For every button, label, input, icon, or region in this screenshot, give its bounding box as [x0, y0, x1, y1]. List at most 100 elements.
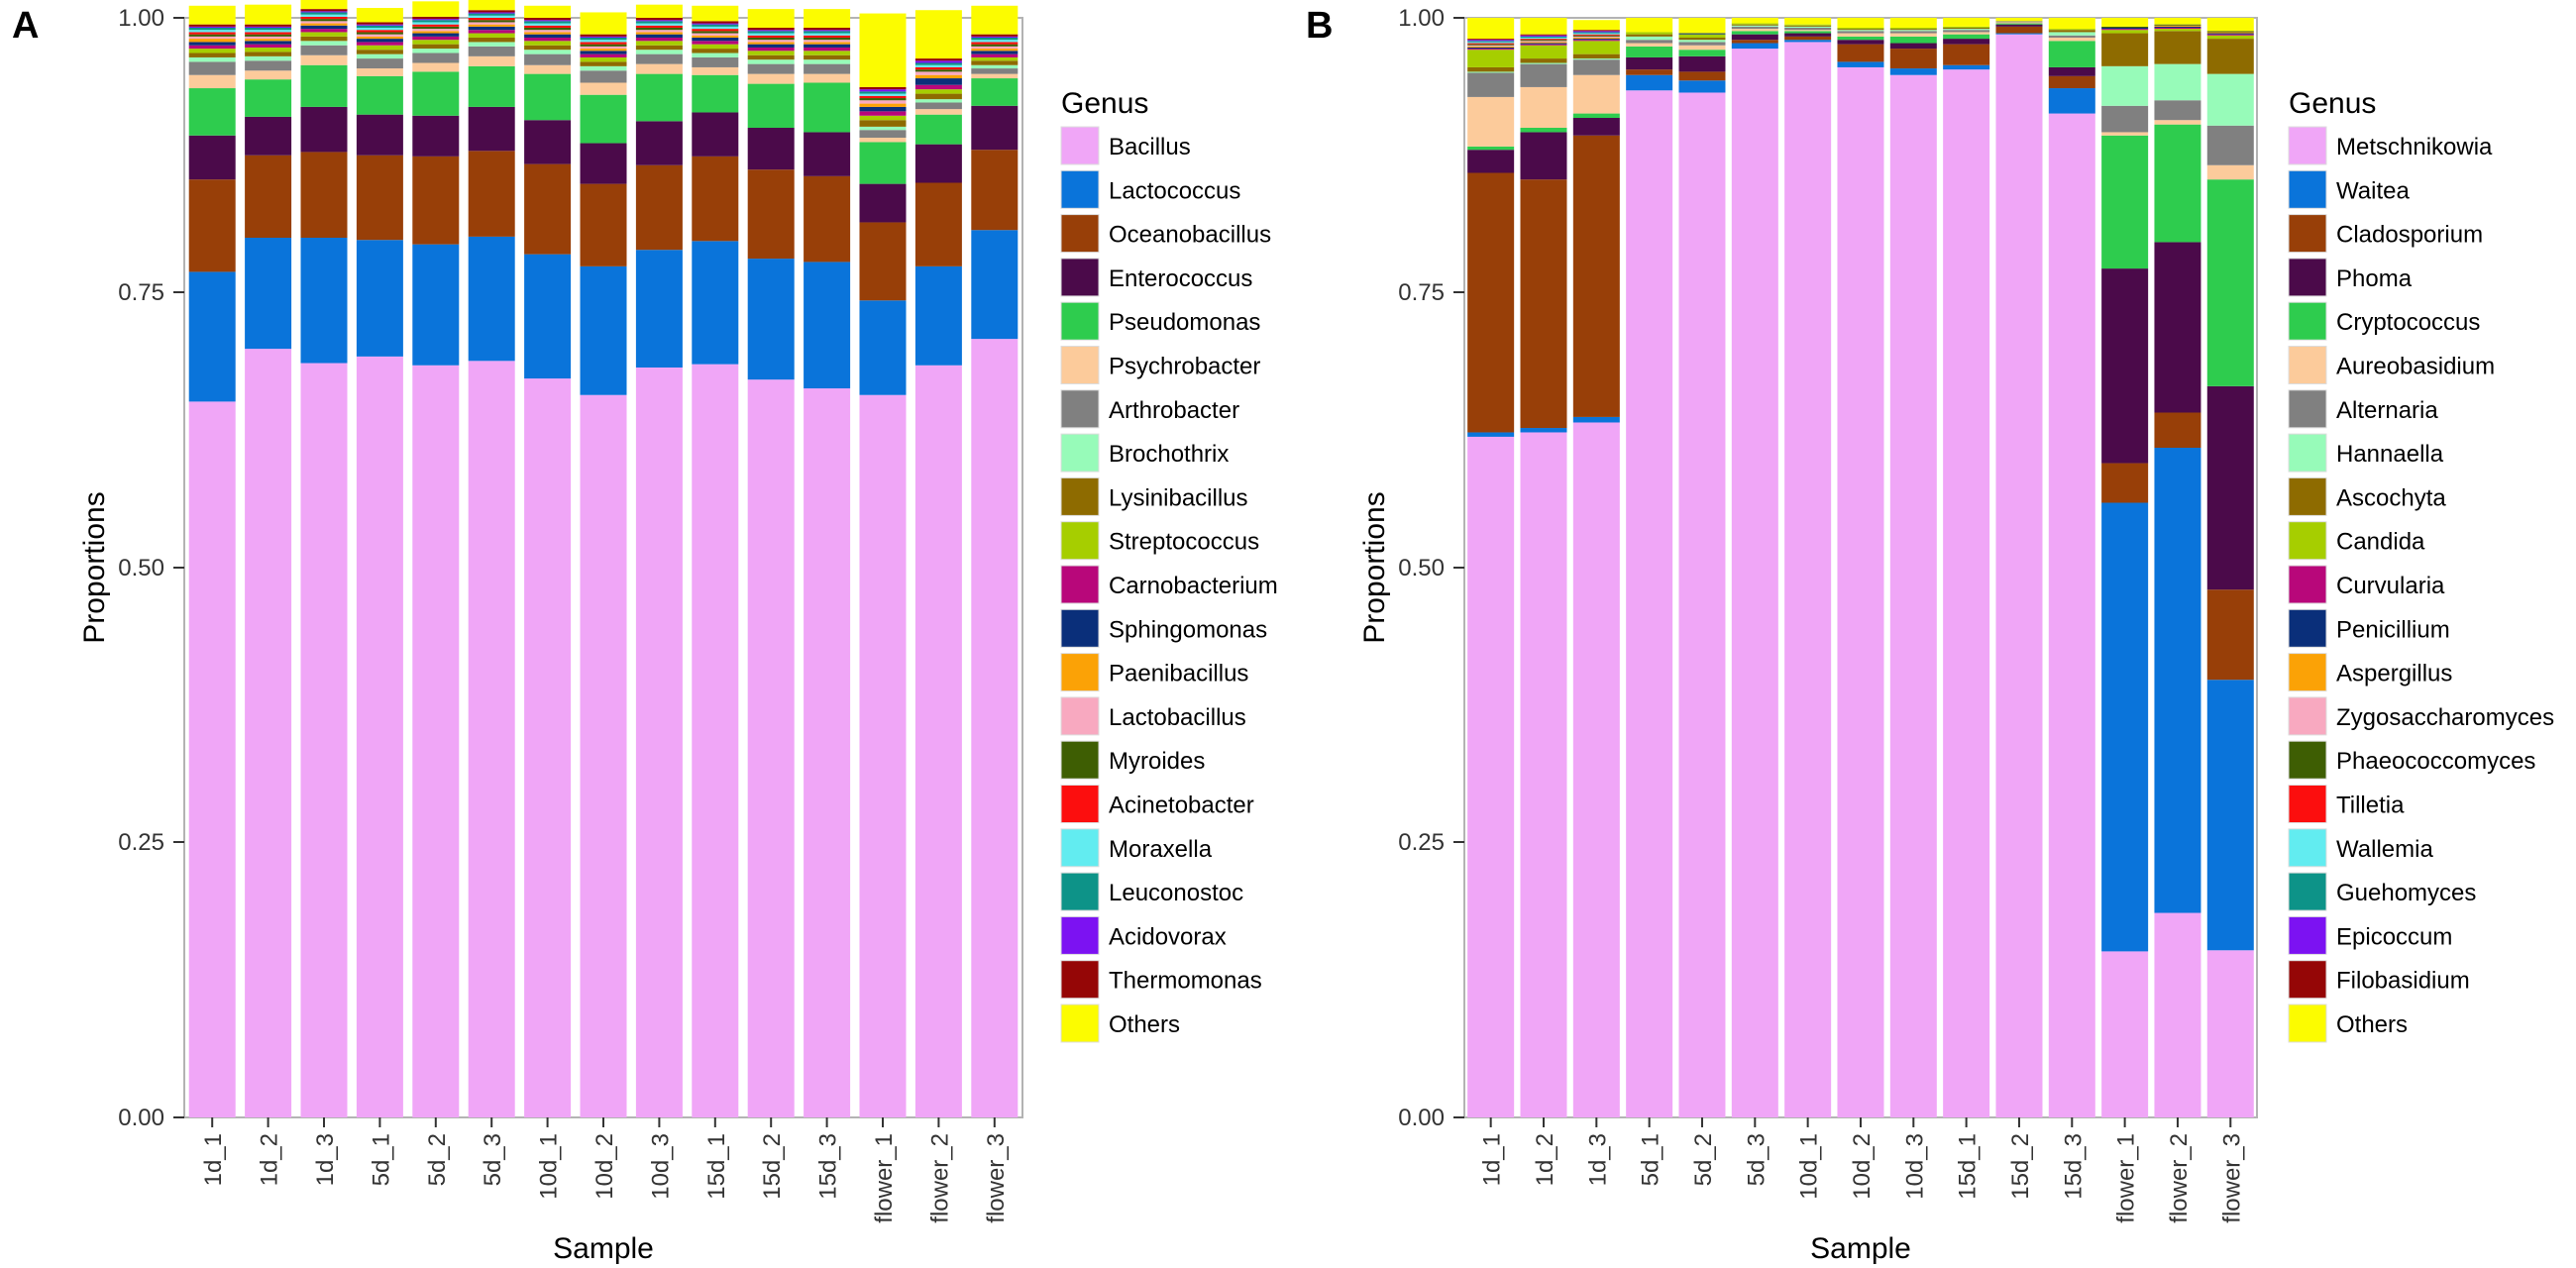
bar-segment [2154, 26, 2201, 28]
bar-segment [804, 44, 851, 48]
bar-segment [1626, 90, 1673, 1117]
bar-segment [300, 11, 348, 13]
bar-segment [356, 75, 403, 115]
legend-swatch [1060, 915, 1100, 955]
bar-segment [2206, 39, 2254, 74]
bar-segment [356, 42, 403, 46]
legend-label: Streptococcus [1109, 529, 1259, 556]
bar-segment [2154, 912, 2201, 1117]
bar-segment [971, 339, 1019, 1117]
bar-segment [1995, 33, 2043, 35]
legend-swatch [2288, 740, 2327, 780]
bar-segment [2048, 88, 2095, 114]
bar-segment [692, 33, 739, 36]
bar-segment [188, 24, 236, 27]
bar-segment [1837, 66, 1884, 1118]
bar-segment [2048, 113, 2095, 1117]
legend-label: Oceanobacillus [1109, 222, 1271, 249]
bar-segment [1467, 49, 1515, 51]
bar-segment [692, 29, 739, 32]
legend-label: Arthrobacter [1109, 397, 1239, 424]
bar-segment [580, 51, 627, 54]
legend-label: Waitea [2336, 177, 2410, 204]
bar-segment [859, 111, 907, 116]
bar-segment [1837, 31, 1884, 34]
bar-segment [1467, 96, 1515, 147]
legend-swatch [2288, 828, 2327, 868]
x-tick-label: flower_3 [2218, 1133, 2245, 1223]
bar-segment [188, 88, 236, 136]
bar-segment [1889, 74, 1937, 1118]
bar-segment [300, 14, 348, 17]
bar-segment [1731, 34, 1778, 41]
bar-segment [468, 26, 515, 31]
bar-segment [580, 143, 627, 184]
bar-segment [468, 12, 515, 14]
x-tick-label: 5d_2 [424, 1133, 451, 1186]
bar-segment [1731, 29, 1778, 32]
bar-segment [1626, 69, 1673, 75]
bar-segment [2154, 27, 2201, 30]
bar-segment [971, 51, 1019, 54]
legend-label: Sphingomonas [1109, 616, 1267, 643]
bar-segment [524, 18, 572, 21]
bar-segment [1678, 37, 1726, 41]
panel-a-y-tick-label: 1.00 [118, 5, 164, 32]
legend-swatch [1060, 389, 1100, 429]
bar-segment [300, 363, 348, 1117]
bar-segment [412, 29, 460, 32]
bar-segment [524, 37, 572, 42]
bar-segment [1943, 69, 1990, 1117]
legend-label: Lysinibacillus [1109, 484, 1248, 511]
bar-segment [524, 73, 572, 121]
bar-segment [580, 183, 627, 266]
bar-segment [1467, 18, 1515, 40]
bar-segment [971, 68, 1019, 74]
bar-segment [524, 53, 572, 65]
bar-segment [1467, 44, 1515, 46]
bar-segment [1467, 39, 1515, 41]
bar-segment [747, 30, 795, 32]
bar-segment [1520, 40, 1567, 42]
x-tick-label: 1d_3 [312, 1133, 339, 1186]
bar-segment [1467, 50, 1515, 67]
bar-segment [1943, 18, 1990, 27]
bar-segment [2101, 33, 2149, 66]
panel-b-label: B [1306, 5, 1333, 47]
panel-b-legend: Genus Metschnikowia Waitea Cladosporium Pho… [2288, 87, 2554, 1043]
bar-segment [188, 26, 236, 28]
bar-segment [1995, 18, 2043, 22]
bar-segment [412, 16, 460, 20]
bar-segment [804, 262, 851, 389]
x-tick-label: 10d_1 [1796, 1133, 1823, 1200]
bar-segment [300, 21, 348, 24]
bar-segment [412, 26, 460, 30]
bar-segment [1572, 32, 1620, 34]
legend-swatch [1060, 785, 1100, 823]
bar-segment [356, 58, 403, 69]
bar-segment [2048, 66, 2095, 76]
bar-segment [300, 54, 348, 65]
bar-segment [2154, 24, 2201, 26]
bar-segment [1520, 428, 1567, 433]
bar-segment [1572, 113, 1620, 119]
bar-segment [2154, 25, 2201, 27]
bar-segment [245, 32, 292, 35]
bar-segment [2206, 179, 2254, 386]
bar-segment [635, 23, 683, 26]
bar-segment [1572, 20, 1620, 31]
bar-segment [971, 53, 1019, 57]
bar-segment [300, 25, 348, 30]
bar-segment [580, 34, 627, 37]
bar-segment [859, 91, 907, 94]
bar-segment [300, 19, 348, 22]
bar-segment [971, 37, 1019, 41]
legend-swatch [2288, 565, 2327, 604]
bar-segment [245, 36, 292, 40]
x-tick-label: 15d_2 [759, 1133, 786, 1200]
legend-swatch [2288, 960, 2327, 1000]
bar-segment [300, 41, 348, 46]
bar-segment [1784, 31, 1832, 34]
bar-segment [1784, 40, 1832, 43]
panel-b-legend-title: Genus [2289, 87, 2376, 120]
